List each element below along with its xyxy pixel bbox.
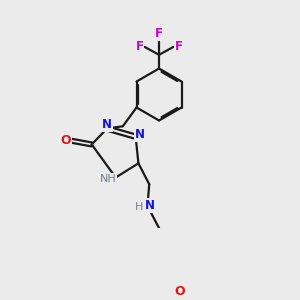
Text: O: O <box>174 285 185 298</box>
Text: H: H <box>135 202 144 212</box>
Text: N: N <box>135 128 145 141</box>
Text: O: O <box>60 134 71 147</box>
Text: N: N <box>102 118 112 131</box>
Text: NH: NH <box>99 174 116 184</box>
Text: N: N <box>145 199 155 212</box>
Text: F: F <box>175 40 182 53</box>
Text: F: F <box>136 40 143 53</box>
Text: F: F <box>155 27 163 40</box>
